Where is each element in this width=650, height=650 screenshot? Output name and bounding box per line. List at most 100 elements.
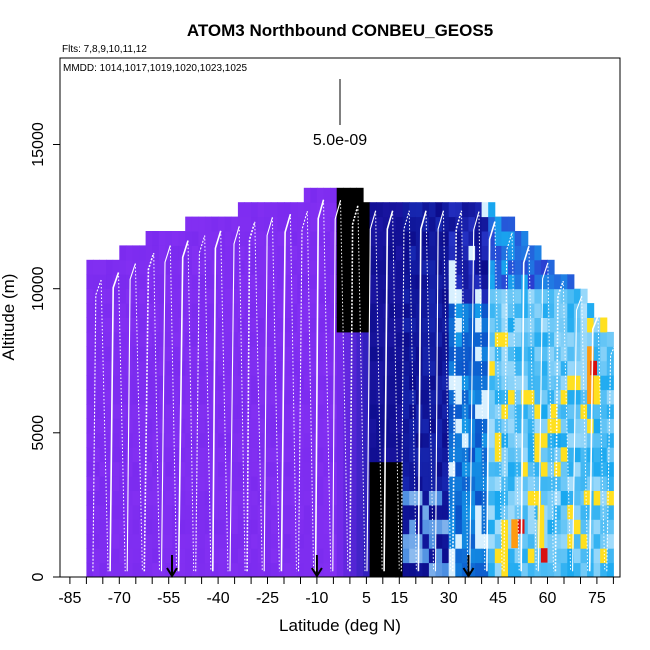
heat-cell [363,519,371,535]
heat-cell [284,375,292,391]
heat-cell [310,303,318,318]
heat-cell-hot [550,404,558,419]
heat-cell-hot [494,432,502,462]
heat-cell [198,548,206,564]
heat-cell [270,476,278,491]
heat-cell [191,231,199,246]
heat-cell [316,360,324,376]
heat-cell [297,519,305,535]
heat-cell [554,461,562,477]
heat-cell [165,231,173,246]
heat-cell [218,432,226,448]
heat-cell [461,317,469,333]
heat-cell [191,533,199,549]
heat-cell [356,187,364,203]
heat-cell [376,490,384,506]
heat-cell [257,533,265,549]
heat-cell [204,346,212,362]
heat-cell [389,533,397,549]
heat-cell [158,231,166,246]
heat-cell [224,346,232,362]
heat-cell [112,447,120,463]
heat-cell [468,303,476,318]
heat-cell [494,274,502,290]
heat-cell [86,404,94,419]
heat-cell [178,418,186,434]
heat-cell [494,519,502,535]
arrow-head [166,567,178,578]
heat-cell [369,245,377,261]
heat-cell [125,432,133,448]
heat-cell [593,548,601,564]
heat-cell [165,346,173,362]
heat-cell [481,404,489,419]
heat-cell [257,476,265,491]
heat-cell [415,202,423,218]
heat-cell [527,404,535,419]
heat-cell [435,259,443,275]
flight-track [417,210,427,572]
heat-cell [514,476,522,491]
heat-cell [554,533,562,549]
heat-cell [86,303,94,318]
heat-cell [284,202,292,218]
heat-cell [218,216,226,232]
heat-cell [488,461,496,477]
heat-cell [92,418,100,434]
heat-cell [461,288,469,304]
heat-cell [356,245,364,261]
heat-cell [461,447,469,463]
heat-cell [363,476,371,491]
heat-cell [428,418,436,434]
heat-cell [527,288,535,304]
heat-cell [455,548,463,564]
heat-cell [514,288,522,304]
heat-cell [270,461,278,477]
heat-cell [435,548,443,564]
heat-cell [211,231,219,246]
heat-cell [369,360,377,376]
heat-cell [369,447,377,463]
heat-cell [92,548,100,564]
heat-cell [119,418,127,434]
heat-cell [396,288,404,304]
heat-cell [343,447,351,463]
heat-cell [560,331,568,347]
heat-cell [527,418,535,434]
heat-cell [481,490,489,506]
heat-cell [428,389,436,405]
heat-cell [165,519,173,535]
heat-cell [521,504,529,520]
heat-cell [422,259,430,275]
heat-cell [422,346,430,362]
heat-cell [257,231,265,246]
heat-cell [290,245,298,261]
heat-cell [547,548,555,564]
flight-track [92,279,102,572]
heat-cell [310,490,318,506]
heat-cell [231,317,239,333]
x-tick-label: 15 [390,590,408,607]
heat-cell-hot [501,533,508,577]
heat-cell [316,187,324,203]
heat-cell [409,317,417,333]
heat-cell [112,389,120,405]
heat-cell [145,548,153,564]
heat-cell [264,375,272,391]
heat-cell [540,519,548,535]
heat-cell [402,216,410,232]
heat-cell [277,259,285,275]
heat-cell [428,533,436,549]
heat-cell [448,274,456,290]
heat-cell [349,389,357,405]
heat-cell [600,432,608,448]
heat-cell [606,404,614,419]
heat-cell [514,274,522,290]
heat-cell [468,418,476,434]
heat-cell [521,404,529,419]
heat-cell [540,490,548,506]
heat-cell [606,375,614,391]
heat-cell [270,375,278,391]
heat-cell [172,533,180,549]
heat-cell [455,245,463,261]
